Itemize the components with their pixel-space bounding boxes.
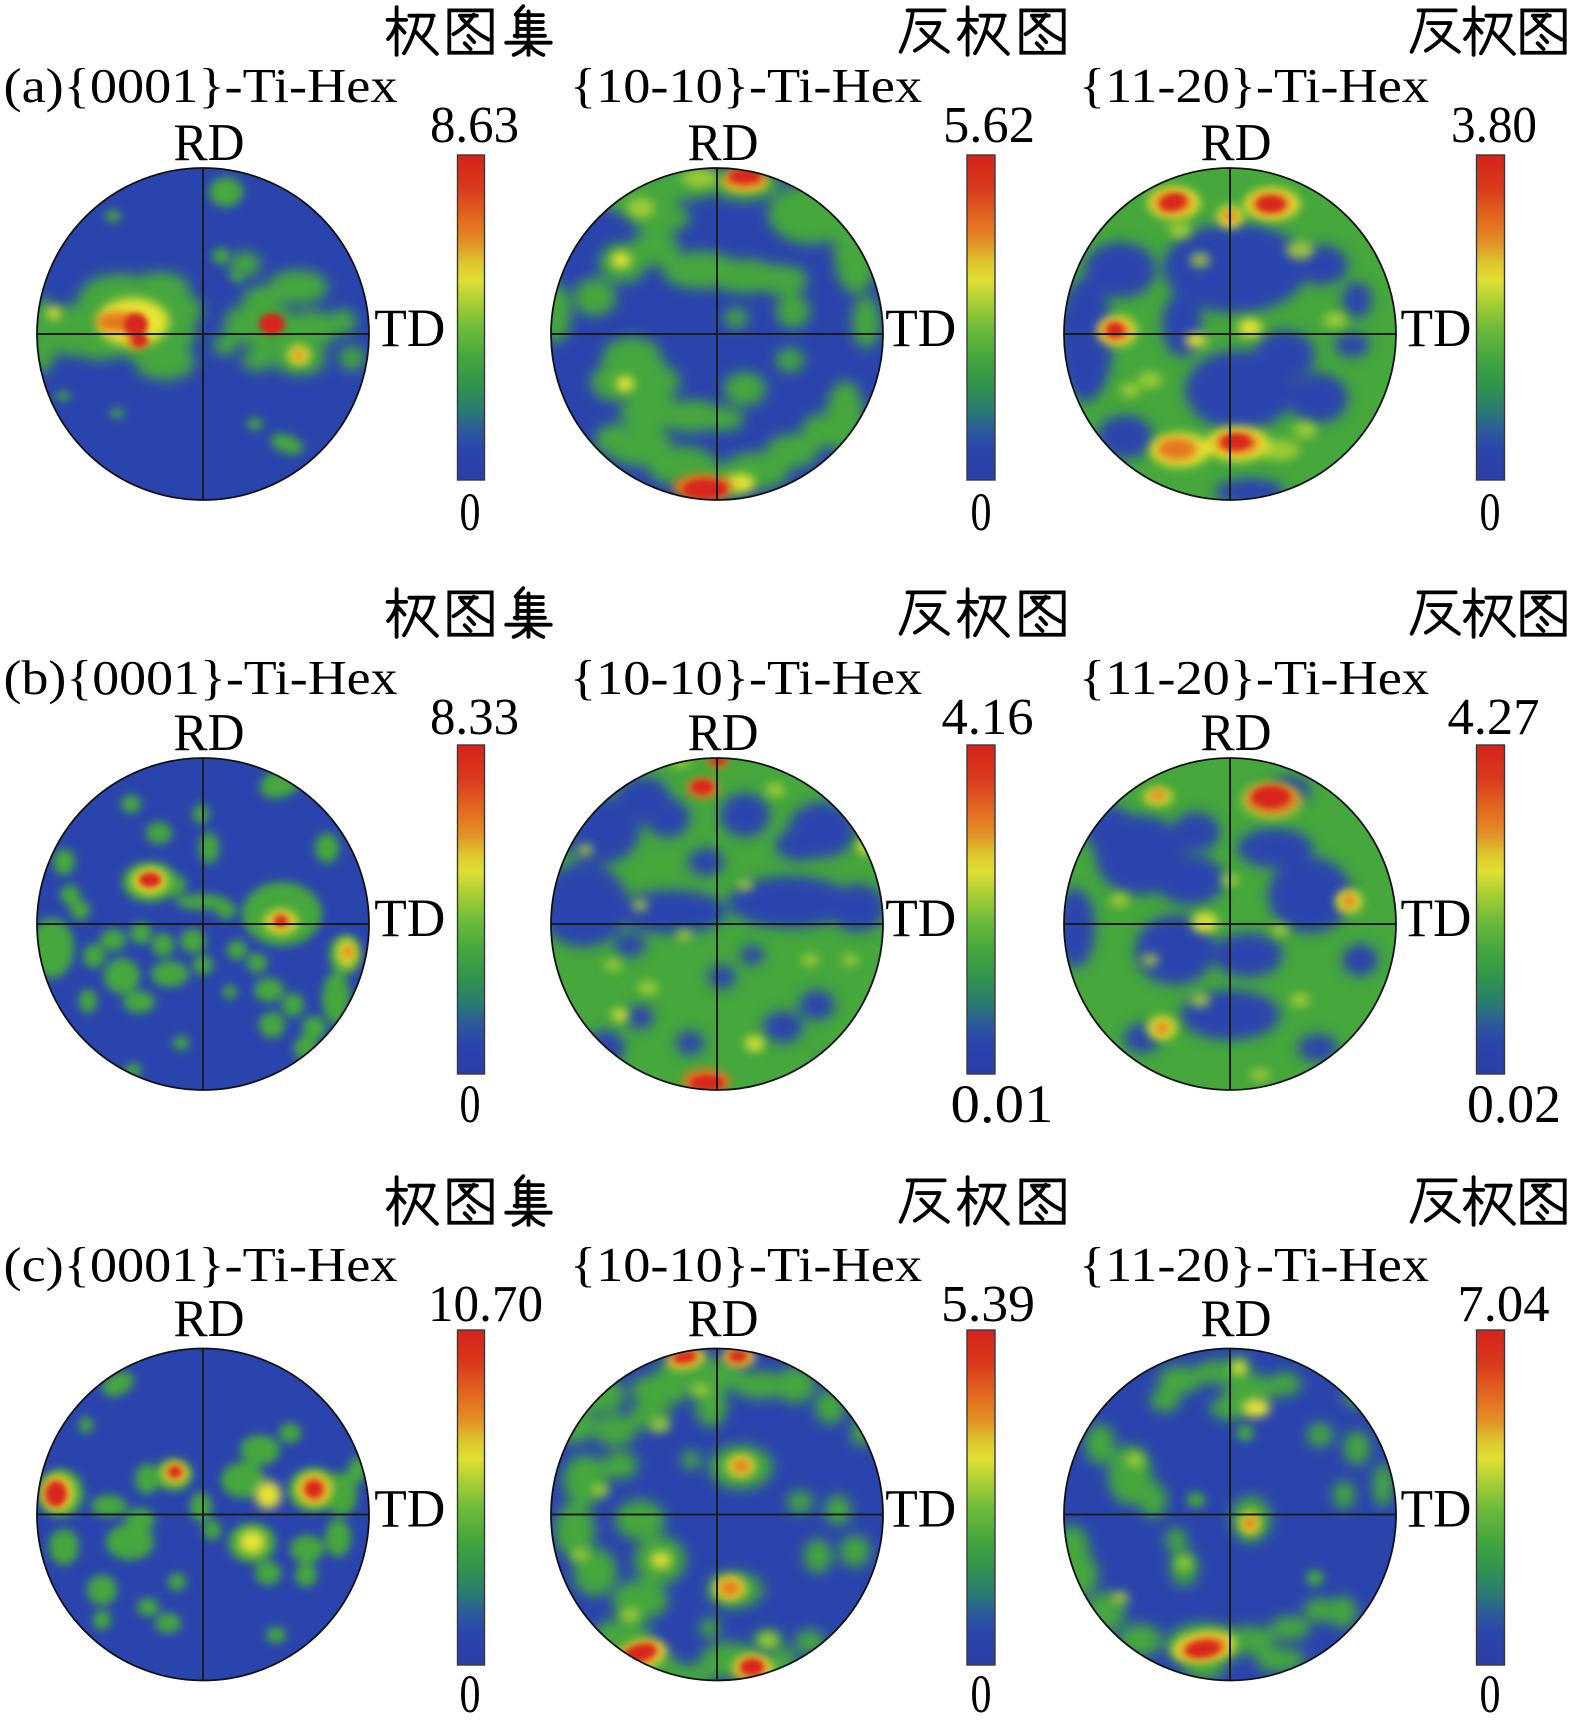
svg-text:0: 0 — [971, 1664, 992, 1720]
svg-text:7.04: 7.04 — [1458, 1276, 1550, 1333]
svg-text:(a){0001}-Ti-Hex: (a){0001}-Ti-Hex — [4, 58, 398, 113]
svg-text:TD: TD — [885, 888, 956, 948]
svg-text:{10-10}-Ti-Hex: {10-10}-Ti-Hex — [570, 58, 922, 113]
svg-text:RD: RD — [688, 114, 759, 172]
svg-text:{11-20}-Ti-Hex: {11-20}-Ti-Hex — [1079, 1237, 1429, 1292]
svg-text:3.80: 3.80 — [1451, 97, 1537, 154]
svg-text:10.70: 10.70 — [428, 1276, 543, 1333]
svg-text:TD: TD — [374, 1479, 445, 1539]
svg-text:RD: RD — [174, 1290, 245, 1348]
svg-text:RD: RD — [174, 704, 245, 762]
svg-text:{11-20}-Ti-Hex: {11-20}-Ti-Hex — [1079, 58, 1429, 113]
svg-text:RD: RD — [1201, 704, 1272, 762]
svg-text:TD: TD — [374, 888, 445, 948]
svg-text:0: 0 — [460, 1074, 481, 1134]
svg-text:TD: TD — [885, 1479, 956, 1539]
svg-text:RD: RD — [1201, 114, 1272, 172]
svg-text:0: 0 — [971, 482, 992, 542]
svg-text:RD: RD — [688, 704, 759, 762]
svg-text:0.02: 0.02 — [1467, 1074, 1561, 1134]
svg-text:RD: RD — [688, 1290, 759, 1348]
svg-text:4.27: 4.27 — [1448, 689, 1540, 746]
svg-text:TD: TD — [885, 298, 956, 358]
svg-text:8.33: 8.33 — [430, 689, 519, 746]
svg-text:TD: TD — [1401, 298, 1472, 358]
svg-text:(b){0001}-Ti-Hex: (b){0001}-Ti-Hex — [4, 650, 398, 705]
svg-text:8.63: 8.63 — [430, 97, 519, 154]
svg-text:0: 0 — [1480, 482, 1501, 542]
svg-text:TD: TD — [374, 298, 445, 358]
svg-text:{10-10}-Ti-Hex: {10-10}-Ti-Hex — [570, 650, 922, 705]
svg-text:0: 0 — [460, 482, 481, 542]
svg-text:4.16: 4.16 — [942, 689, 1034, 746]
svg-text:TD: TD — [1401, 888, 1472, 948]
svg-text:RD: RD — [174, 114, 245, 172]
svg-text:5.39: 5.39 — [941, 1276, 1035, 1333]
svg-text:0: 0 — [460, 1664, 481, 1720]
svg-text:5.62: 5.62 — [943, 97, 1035, 154]
svg-text:(c){0001}-Ti-Hex: (c){0001}-Ti-Hex — [4, 1237, 398, 1292]
svg-text:RD: RD — [1201, 1290, 1272, 1348]
svg-text:0.01: 0.01 — [951, 1074, 1054, 1134]
svg-text:{10-10}-Ti-Hex: {10-10}-Ti-Hex — [570, 1237, 922, 1292]
svg-text:0: 0 — [1480, 1664, 1501, 1720]
svg-text:{11-20}-Ti-Hex: {11-20}-Ti-Hex — [1079, 650, 1429, 705]
svg-text:TD: TD — [1401, 1479, 1472, 1539]
